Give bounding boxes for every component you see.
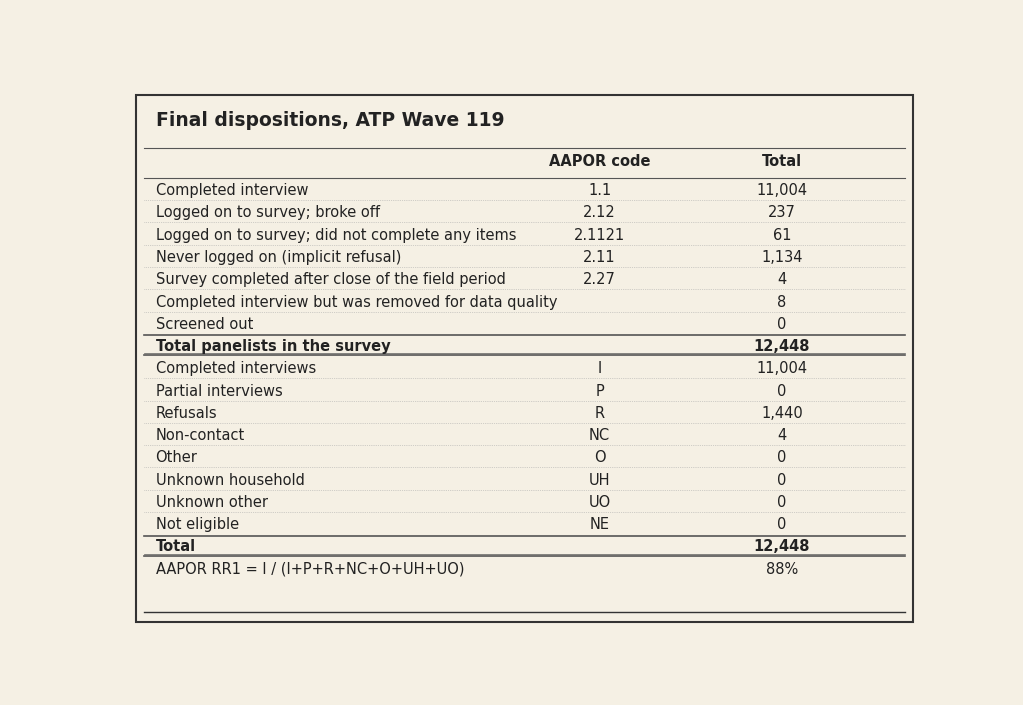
Text: 0: 0 bbox=[777, 384, 787, 398]
Text: Unknown other: Unknown other bbox=[155, 495, 268, 510]
Text: Logged on to survey; did not complete any items: Logged on to survey; did not complete an… bbox=[155, 228, 517, 243]
Text: NC: NC bbox=[589, 428, 610, 443]
Text: 1,134: 1,134 bbox=[761, 250, 803, 265]
Text: Logged on to survey; broke off: Logged on to survey; broke off bbox=[155, 205, 380, 221]
FancyBboxPatch shape bbox=[136, 95, 913, 622]
Text: Refusals: Refusals bbox=[155, 406, 217, 421]
Text: Not eligible: Not eligible bbox=[155, 517, 238, 532]
Text: Total: Total bbox=[155, 539, 195, 554]
Text: 1.1: 1.1 bbox=[588, 183, 611, 198]
Text: NE: NE bbox=[589, 517, 610, 532]
Text: 0: 0 bbox=[777, 517, 787, 532]
Text: 61: 61 bbox=[772, 228, 791, 243]
Text: 0: 0 bbox=[777, 472, 787, 488]
Text: 8: 8 bbox=[777, 295, 787, 309]
Text: Completed interview: Completed interview bbox=[155, 183, 308, 198]
Text: 88%: 88% bbox=[766, 562, 798, 577]
Text: AAPOR RR1 = I / (I+P+R+NC+O+UH+UO): AAPOR RR1 = I / (I+P+R+NC+O+UH+UO) bbox=[155, 562, 464, 577]
Text: Completed interviews: Completed interviews bbox=[155, 361, 316, 376]
Text: P: P bbox=[595, 384, 604, 398]
Text: 2.1121: 2.1121 bbox=[574, 228, 625, 243]
Text: Completed interview but was removed for data quality: Completed interview but was removed for … bbox=[155, 295, 558, 309]
Text: 2.12: 2.12 bbox=[583, 205, 616, 221]
Text: I: I bbox=[597, 361, 602, 376]
Text: R: R bbox=[594, 406, 605, 421]
Text: Total: Total bbox=[762, 154, 802, 169]
Text: 12,448: 12,448 bbox=[754, 539, 810, 554]
Text: 1,440: 1,440 bbox=[761, 406, 803, 421]
Text: 2.11: 2.11 bbox=[583, 250, 616, 265]
Text: Never logged on (implicit refusal): Never logged on (implicit refusal) bbox=[155, 250, 401, 265]
Text: 0: 0 bbox=[777, 450, 787, 465]
Text: Non-contact: Non-contact bbox=[155, 428, 244, 443]
Text: Other: Other bbox=[155, 450, 197, 465]
Text: Final dispositions, ATP Wave 119: Final dispositions, ATP Wave 119 bbox=[155, 111, 504, 130]
Text: 12,448: 12,448 bbox=[754, 339, 810, 354]
Text: Survey completed after close of the field period: Survey completed after close of the fiel… bbox=[155, 272, 505, 287]
Text: 4: 4 bbox=[777, 428, 787, 443]
Text: 2.27: 2.27 bbox=[583, 272, 616, 287]
Text: O: O bbox=[593, 450, 606, 465]
Text: UO: UO bbox=[588, 495, 611, 510]
Text: AAPOR code: AAPOR code bbox=[549, 154, 651, 169]
Text: 11,004: 11,004 bbox=[756, 183, 807, 198]
Text: 0: 0 bbox=[777, 495, 787, 510]
Text: Unknown household: Unknown household bbox=[155, 472, 305, 488]
Text: 0: 0 bbox=[777, 317, 787, 332]
Text: 4: 4 bbox=[777, 272, 787, 287]
Text: 237: 237 bbox=[768, 205, 796, 221]
Text: UH: UH bbox=[589, 472, 611, 488]
Text: Partial interviews: Partial interviews bbox=[155, 384, 282, 398]
Text: Total panelists in the survey: Total panelists in the survey bbox=[155, 339, 390, 354]
Text: Screened out: Screened out bbox=[155, 317, 253, 332]
Text: 11,004: 11,004 bbox=[756, 361, 807, 376]
